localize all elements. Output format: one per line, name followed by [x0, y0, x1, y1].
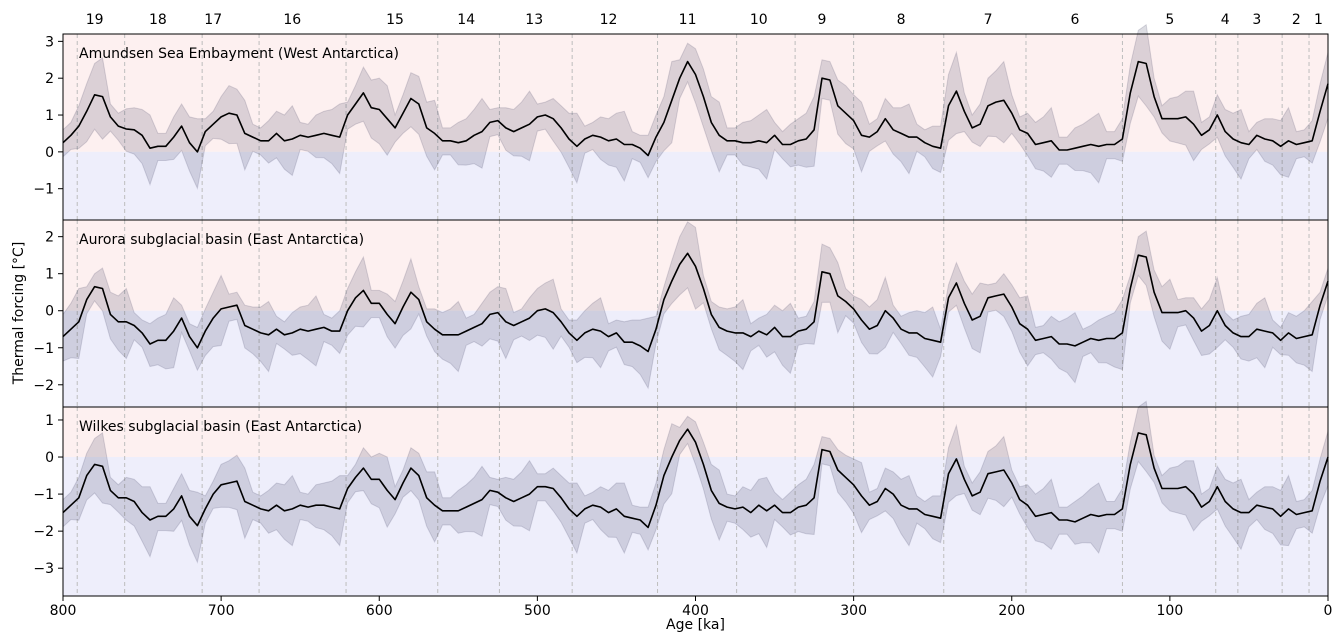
mis-stage-label: 6: [1071, 12, 1080, 28]
mis-stage-label: 17: [204, 12, 222, 28]
panels-layer: −1 0 1 2 3 Amundsen Sea Embayment (West Antar…: [33, 23, 1329, 597]
mis-stage-label: 7: [984, 12, 993, 28]
y-tick-label: 1: [45, 108, 54, 124]
y-tick-label: −1: [33, 182, 54, 198]
y-tick-label: 0: [45, 450, 54, 466]
mis-stage-label: 3: [1252, 12, 1261, 28]
mis-stage-label: 5: [1165, 12, 1174, 28]
y-tick-label: −1: [33, 487, 54, 503]
mis-stage-label: 8: [897, 12, 906, 28]
mis-stage-label: 14: [457, 12, 475, 28]
mis-stage-label: 18: [149, 12, 167, 28]
cold-background: [63, 310, 1328, 407]
x-tick-label: 500: [524, 603, 551, 619]
mis-stage-label: 11: [679, 12, 697, 28]
mis-stage-label: 2: [1292, 12, 1301, 28]
cold-background: [63, 457, 1328, 596]
panel-title: Wilkes subglacial basin (East Antarctica…: [79, 419, 362, 435]
y-axis-label: Thermal forcing [°C]: [11, 242, 27, 386]
y-tick-label: 1: [45, 413, 54, 429]
x-tick-label: 400: [682, 603, 709, 619]
panel-1: −1 0 1 2 3 Amundsen Sea Embayment (West Antar…: [33, 23, 1329, 221]
mean-series-line: [62, 428, 1329, 529]
y-tick-label: −3: [33, 561, 54, 577]
mis-stage-label: 19: [86, 12, 104, 28]
x-tick-label: 200: [998, 603, 1025, 619]
y-tick-label: 3: [45, 34, 54, 50]
y-tick-label: 0: [45, 145, 54, 161]
y-tick-label: 1: [45, 267, 54, 283]
x-tick-label: 800: [50, 603, 77, 619]
warm-background: [63, 407, 1328, 458]
mis-stage-label: 9: [818, 12, 827, 28]
x-axis-label: Age [ka]: [666, 617, 725, 633]
mis-stage-label: 15: [386, 12, 404, 28]
mis-stage-labels: 19 18 17 16 15 14 13 12 11 10 9 8 7 6 5 4 3 2 1: [86, 12, 1323, 28]
x-tick-label: 700: [208, 603, 235, 619]
x-tick-label: 600: [366, 603, 393, 619]
y-tick-label: −1: [33, 341, 54, 357]
panel-3: −3 −2 −1 0 1 Wilkes subglacial basin (East An…: [33, 400, 1329, 597]
y-tick-label: 2: [45, 230, 54, 246]
mis-stage-label: 1: [1314, 12, 1323, 28]
y-tick-label: 0: [45, 304, 54, 320]
y-tick-label: −2: [33, 378, 54, 394]
mean-series-line: [62, 60, 1329, 157]
mis-stage-label: 16: [283, 12, 301, 28]
x-tick-label: 300: [840, 603, 867, 619]
y-tick-label: −2: [33, 524, 54, 540]
panel-title: Amundsen Sea Embayment (West Antarctica): [79, 46, 399, 62]
warm-background: [63, 34, 1328, 152]
y-tick-label: 2: [45, 71, 54, 87]
x-axis: 800 700 600 500 400 300 200 100 0: [50, 596, 1333, 619]
cold-background: [63, 151, 1328, 220]
mis-stage-label: 13: [525, 12, 543, 28]
mis-stage-label: 4: [1221, 12, 1230, 28]
panel-2: −2 −1 0 1 2 Aurora subglacial basin (East Ant…: [33, 219, 1329, 408]
panel-title: Aurora subglacial basin (East Antarctica…: [79, 232, 364, 248]
mean-series-line: [62, 252, 1329, 353]
x-tick-label: 0: [1324, 603, 1333, 619]
mis-stage-label: 10: [750, 12, 768, 28]
x-tick-label: 100: [1157, 603, 1184, 619]
mis-stage-label: 12: [600, 12, 618, 28]
